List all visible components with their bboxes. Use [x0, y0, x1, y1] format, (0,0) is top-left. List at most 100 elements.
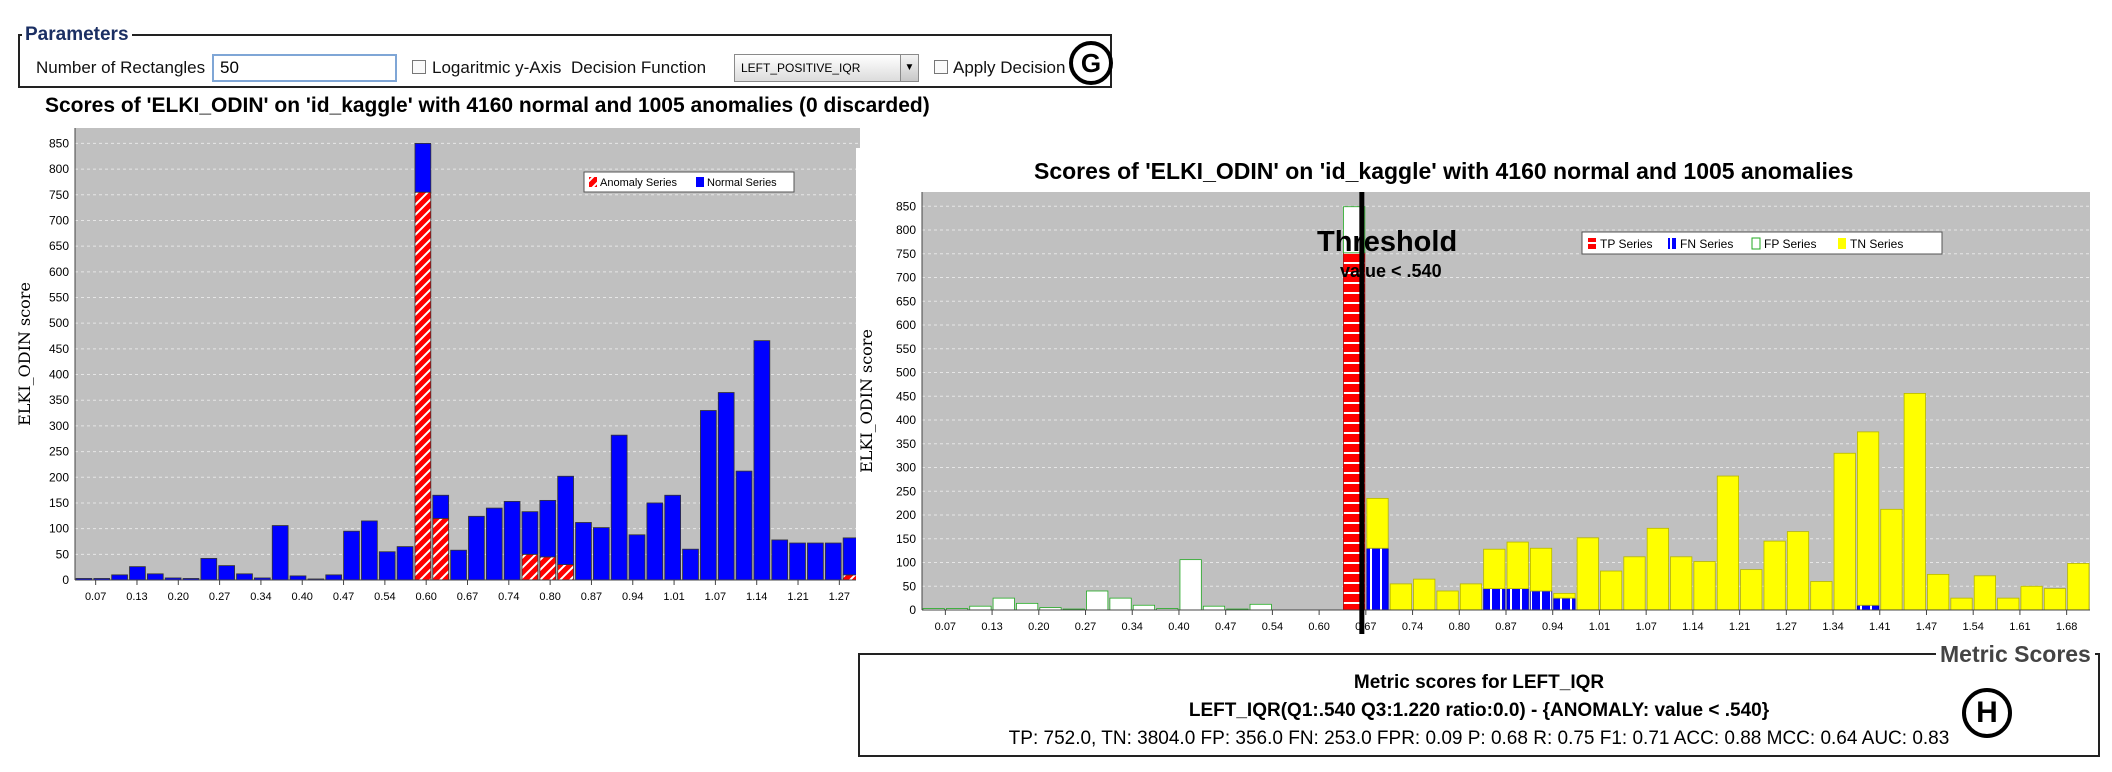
y-tick-label: 350	[49, 393, 69, 407]
legend-anomaly-swatch	[589, 177, 597, 187]
rectangles-input[interactable]	[212, 54, 397, 82]
x-tick-label: 0.74	[1402, 621, 1423, 633]
x-tick-label: 0.54	[374, 591, 395, 603]
bar-tn-series	[2020, 585, 2043, 611]
x-tick-label: 1.01	[663, 591, 684, 603]
bar-fp-series	[1109, 597, 1132, 611]
y-tick-label: 750	[896, 247, 916, 261]
y-tick-label: 700	[896, 271, 916, 285]
y-tick-label: 350	[896, 437, 916, 451]
bar-tn-series	[1529, 547, 1553, 592]
x-tick-label: 1.27	[829, 591, 850, 603]
y-tick-label: 800	[896, 223, 916, 237]
bar-normal-series	[414, 143, 432, 193]
metric-line-2: LEFT_IQR(Q1:.540 Q3:1.220 ratio:0.0) - {…	[1188, 700, 1770, 721]
bar-tn-series	[1810, 581, 1833, 611]
bar-anomaly-series	[557, 564, 574, 581]
threshold-title: Threshold	[1317, 226, 1458, 258]
x-tick-label: 1.21	[787, 591, 808, 603]
metric-scores-legend: Metric Scores	[1936, 641, 2095, 668]
x-tick-label: 0.34	[250, 591, 271, 603]
x-tick-label: 0.07	[935, 621, 956, 633]
y-tick-label: 300	[896, 461, 916, 475]
bar-anomaly-series	[414, 191, 432, 581]
bar-normal-series	[592, 527, 610, 581]
bar-normal-series	[503, 501, 521, 581]
x-tick-label: 0.67	[1355, 621, 1376, 633]
decision-function-value: LEFT_POSITIVE_IQR	[741, 61, 861, 75]
bar-tn-series	[1389, 583, 1412, 611]
x-tick-label: 0.80	[539, 591, 560, 603]
y-tick-label: 50	[56, 547, 70, 561]
bar-anomaly-series	[521, 553, 539, 581]
bar-fn-series	[1483, 588, 1506, 611]
bar-tn-series	[1786, 531, 1810, 611]
bar-normal-series	[807, 542, 824, 581]
y-tick-label: 50	[903, 579, 917, 593]
y-tick-label: 250	[896, 484, 916, 498]
chart1-title: Scores of 'ELKI_ODIN' on 'id_kaggle' wit…	[45, 94, 930, 117]
x-tick-label: 0.27	[209, 591, 230, 603]
rectangles-label: Number of Rectangles	[36, 58, 206, 77]
apply-decision-checkbox[interactable]	[934, 60, 948, 74]
legend-normal-label: Normal Series	[707, 177, 777, 189]
bar-normal-series	[200, 558, 218, 581]
bar-normal-series	[539, 499, 557, 558]
bar-tn-series	[1880, 508, 1903, 611]
x-tick-label: 0.87	[1495, 621, 1516, 633]
x-tick-label: 1.68	[2056, 621, 2077, 633]
bar-anomaly-series	[539, 556, 557, 581]
bar-fp-series	[969, 605, 992, 611]
x-tick-label: 1.14	[746, 591, 767, 603]
metric-scores-panel	[858, 653, 2100, 757]
bar-normal-series	[717, 392, 735, 581]
bar-normal-series	[824, 542, 842, 581]
chevron-down-icon[interactable]: ▼	[900, 55, 918, 81]
legend-anomaly-label: Anomaly Series	[600, 177, 678, 189]
x-tick-label: 0.13	[981, 621, 1002, 633]
bar-normal-series	[610, 434, 628, 581]
log-axis-checkbox[interactable]	[412, 60, 426, 74]
y-tick-label: 500	[896, 366, 916, 380]
legend-fn-swatch	[1668, 238, 1676, 249]
x-tick-label: 1.14	[1682, 621, 1703, 633]
bar-tn-series	[1997, 597, 2020, 611]
x-tick-label: 1.54	[1962, 621, 1983, 633]
y-tick-label: 400	[896, 413, 916, 427]
y-tick-label: 450	[896, 389, 916, 403]
bar-tn-series	[1366, 497, 1389, 549]
chart1: 0 50 100 150 200 250 300 350 400 450 500 550 600 650 7…	[0, 120, 860, 610]
bar-tn-series	[1903, 392, 1926, 611]
bar-normal-series	[271, 525, 289, 581]
bar-tn-series	[1553, 592, 1576, 599]
x-tick-label: 1.34	[1822, 621, 1843, 633]
bar-tn-series	[1763, 540, 1786, 611]
bar-normal-series	[289, 575, 307, 581]
legend-tp-label: TP Series	[1600, 237, 1652, 251]
bar-tn-series	[1973, 575, 1996, 611]
legend-fp-label: FP Series	[1764, 237, 1816, 251]
x-tick-label: 0.94	[1542, 621, 1563, 633]
y-tick-label: 200	[896, 508, 916, 522]
decision-function-select[interactable]: LEFT_POSITIVE_IQR ▼	[734, 54, 919, 82]
bar-normal-series	[485, 507, 503, 581]
bar-normal-series	[236, 573, 253, 581]
bar-normal-series	[325, 574, 343, 581]
bar-tn-series	[1950, 597, 1973, 611]
y-tick-label: 750	[49, 188, 69, 202]
legend-normal-swatch	[696, 177, 704, 187]
x-tick-label: 0.54	[1262, 621, 1283, 633]
bar-normal-series	[575, 522, 592, 581]
x-tick-label: 1.21	[1729, 621, 1750, 633]
legend-tn-swatch	[1838, 238, 1846, 249]
bar-tn-series	[1716, 475, 1739, 611]
x-tick-label: 0.40	[1168, 621, 1189, 633]
x-tick-label: 1.07	[705, 591, 726, 603]
bar-tn-series	[1693, 561, 1716, 611]
x-tick-label: 0.20	[168, 591, 189, 603]
legend-tp-swatch	[1588, 238, 1596, 249]
bar-normal-series	[450, 549, 467, 581]
y-tick-label: 650	[49, 239, 69, 253]
bar-normal-series	[129, 566, 146, 581]
bar-fp-series	[1132, 604, 1155, 611]
